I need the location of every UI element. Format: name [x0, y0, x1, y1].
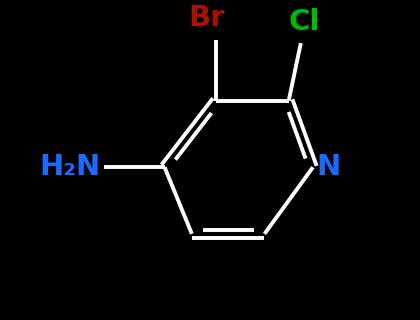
Text: Br: Br — [189, 4, 225, 33]
Text: N: N — [316, 153, 340, 181]
Text: Cl: Cl — [288, 7, 320, 36]
Text: H₂N: H₂N — [40, 153, 101, 181]
